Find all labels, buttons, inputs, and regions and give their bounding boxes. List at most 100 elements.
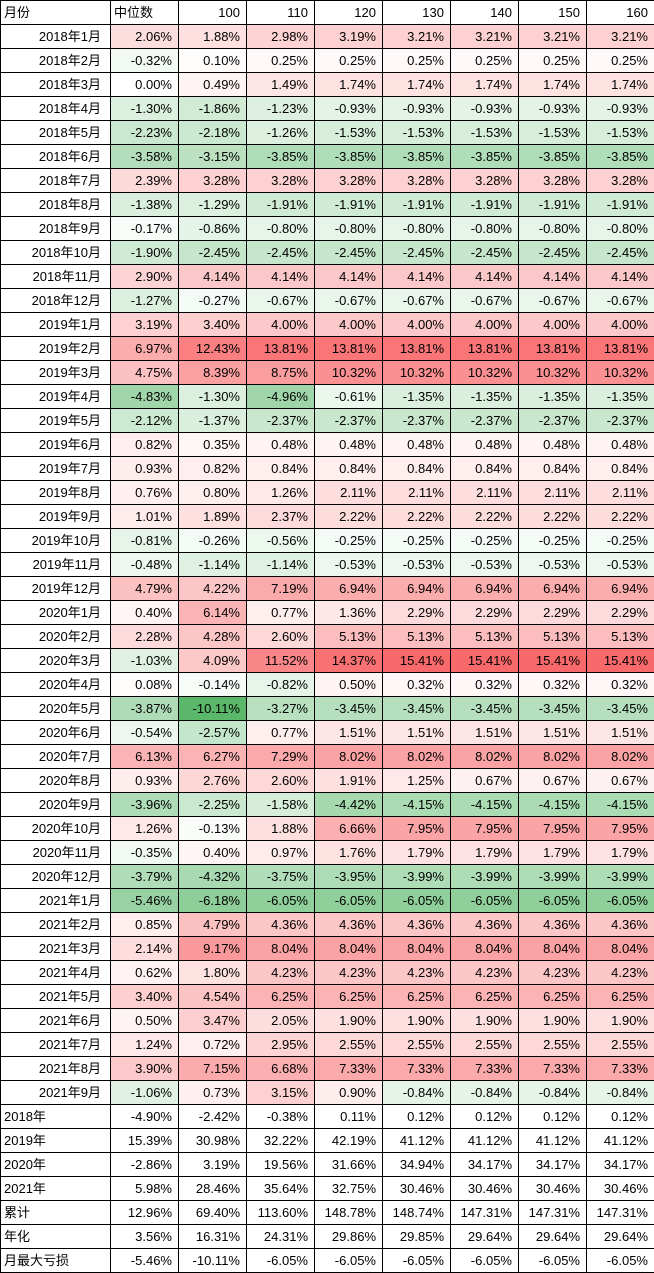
value-cell: 5.13% — [518, 624, 587, 649]
value-cell: 2.22% — [450, 504, 519, 529]
value-cell: 6.14% — [178, 600, 247, 625]
value-cell: 4.79% — [110, 576, 179, 601]
value-cell: 3.28% — [314, 168, 383, 193]
value-cell: -2.45% — [246, 240, 315, 265]
value-cell: -2.57% — [178, 720, 247, 745]
value-cell: 1.91% — [314, 768, 383, 793]
value-cell: 30.98% — [178, 1128, 247, 1153]
value-cell: 28.46% — [178, 1176, 247, 1201]
value-cell: -0.13% — [178, 816, 247, 841]
row-label: 2018年4月 — [0, 96, 111, 121]
table-row-month: 2020年3月 -1.03% 4.09% 11.52% 14.37% 15.41% 15.4… — [0, 648, 654, 673]
value-cell: -0.26% — [178, 528, 247, 553]
value-cell: 13.81% — [382, 336, 451, 361]
value-cell: 0.32% — [450, 672, 519, 697]
value-cell: -6.18% — [178, 888, 247, 913]
value-cell: 4.36% — [246, 912, 315, 937]
value-cell: 1.25% — [382, 768, 451, 793]
value-cell: 0.32% — [382, 672, 451, 697]
value-cell: -3.45% — [586, 696, 654, 721]
value-cell: 8.04% — [518, 936, 587, 961]
value-cell: 4.36% — [518, 912, 587, 937]
value-cell: 10.32% — [382, 360, 451, 385]
table-row-month: 2019年11月 -0.48% -1.14% -1.14% -0.53% -0.53% -0… — [0, 552, 654, 577]
row-label: 2021年5月 — [0, 984, 111, 1009]
row-label: 2020年6月 — [0, 720, 111, 745]
value-cell: -1.91% — [518, 192, 587, 217]
value-cell: -2.37% — [586, 408, 654, 433]
value-cell: 7.95% — [382, 816, 451, 841]
value-cell: -3.85% — [246, 144, 315, 169]
value-cell: 2.11% — [518, 480, 587, 505]
value-cell: -6.05% — [586, 1248, 654, 1273]
value-cell: -0.84% — [450, 1080, 519, 1105]
table-row-month: 2018年9月 -0.17% -0.86% -0.80% -0.80% -0.80% -0.… — [0, 216, 654, 241]
value-cell: 29.64% — [450, 1224, 519, 1249]
value-cell: 0.84% — [450, 456, 519, 481]
row-label: 2021年 — [0, 1176, 111, 1201]
value-cell: 0.62% — [110, 960, 179, 985]
value-cell: -2.37% — [518, 408, 587, 433]
table-row-month: 2018年3月 0.00% 0.49% 1.49% 1.74% 1.74% 1.74% 1.7… — [0, 72, 654, 97]
value-cell: -6.05% — [586, 888, 654, 913]
row-label: 年化 — [0, 1224, 111, 1249]
value-cell: 7.29% — [246, 744, 315, 769]
value-cell: -0.67% — [382, 288, 451, 313]
value-cell: 2.11% — [382, 480, 451, 505]
value-cell: -2.42% — [178, 1104, 247, 1129]
value-cell: -1.53% — [314, 120, 383, 145]
value-cell: 2.60% — [246, 624, 315, 649]
value-cell: -0.25% — [518, 528, 587, 553]
value-cell: -1.91% — [586, 192, 654, 217]
value-cell: 0.40% — [178, 840, 247, 865]
value-cell: 10.32% — [586, 360, 654, 385]
value-cell: 4.14% — [450, 264, 519, 289]
value-cell: 29.64% — [586, 1224, 654, 1249]
row-label: 2021年9月 — [0, 1080, 111, 1105]
value-cell: 2.55% — [450, 1032, 519, 1057]
value-cell: 1.24% — [110, 1032, 179, 1057]
table-row-summary: 2021年 5.98% 28.46% 35.64% 32.75% 30.46% 30.46%… — [0, 1176, 654, 1201]
value-cell: 8.02% — [518, 744, 587, 769]
value-cell: -4.96% — [246, 384, 315, 409]
value-cell: 8.04% — [314, 936, 383, 961]
value-cell: 2.39% — [110, 168, 179, 193]
value-cell: 3.19% — [178, 1152, 247, 1177]
value-cell: 0.84% — [586, 456, 654, 481]
value-cell: 7.33% — [518, 1056, 587, 1081]
row-label: 2018年6月 — [0, 144, 111, 169]
value-cell: 5.13% — [314, 624, 383, 649]
value-cell: 6.66% — [314, 816, 383, 841]
table-row-month: 2021年9月 -1.06% 0.73% 3.15% 0.90% -0.84% -0.84%… — [0, 1080, 654, 1105]
value-cell: 4.79% — [178, 912, 247, 937]
value-cell: -4.15% — [382, 792, 451, 817]
value-cell: 30.46% — [586, 1176, 654, 1201]
value-cell: 4.00% — [246, 312, 315, 337]
row-label: 2018年11月 — [0, 264, 111, 289]
value-cell: 147.31% — [518, 1200, 587, 1225]
value-cell: 0.72% — [178, 1032, 247, 1057]
value-cell: -0.82% — [246, 672, 315, 697]
value-cell: -2.18% — [178, 120, 247, 145]
value-cell: -3.85% — [518, 144, 587, 169]
table-row-summary: 2019年 15.39% 30.98% 32.22% 42.19% 41.12% 41.12… — [0, 1128, 654, 1153]
value-cell: -6.05% — [518, 1248, 587, 1273]
table-row-month: 2021年1月 -5.46% -6.18% -6.05% -6.05% -6.05% -6.… — [0, 888, 654, 913]
value-cell: 1.80% — [178, 960, 247, 985]
value-cell: 4.14% — [518, 264, 587, 289]
value-cell: 1.51% — [450, 720, 519, 745]
value-cell: 0.11% — [314, 1104, 383, 1129]
value-cell: -1.23% — [246, 96, 315, 121]
table-row-month: 2020年4月 0.08% -0.14% -0.82% 0.50% 0.32% 0.32% 0… — [0, 672, 654, 697]
value-cell: 2.55% — [586, 1032, 654, 1057]
value-cell: 0.40% — [110, 600, 179, 625]
value-cell: -0.93% — [314, 96, 383, 121]
header-col-120: 120 — [314, 0, 383, 25]
value-cell: 1.88% — [246, 816, 315, 841]
value-cell: 0.48% — [246, 432, 315, 457]
value-cell: -0.25% — [314, 528, 383, 553]
value-cell: -1.53% — [382, 120, 451, 145]
value-cell: 15.41% — [518, 648, 587, 673]
row-label: 2020年1月 — [0, 600, 111, 625]
value-cell: -2.45% — [382, 240, 451, 265]
